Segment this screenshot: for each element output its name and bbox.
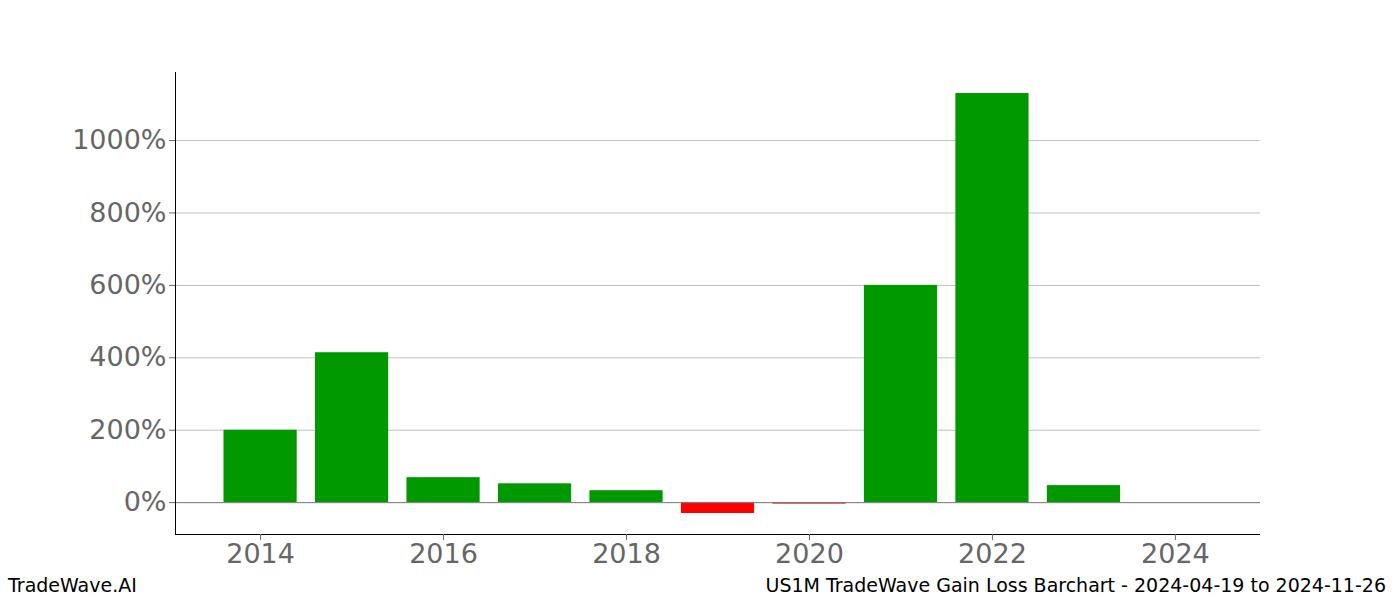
svg-text:2024: 2024 (1141, 538, 1210, 569)
html-text:US1M TradeWave Gain Loss Barch: US1M TradeWave Gain Loss Barchart - 2024… (765, 574, 1386, 596)
svg-text:600%: 600% (89, 269, 166, 300)
svg-text:2016: 2016 (409, 538, 478, 569)
svg-text:2020: 2020 (775, 538, 844, 569)
svg-text:1000%: 1000% (72, 124, 166, 155)
svg-text:2018: 2018 (592, 538, 661, 569)
svg-text:800%: 800% (89, 197, 166, 228)
html-text:TradeWave.AI: TradeWave.AI (8, 574, 137, 596)
svg-text:2022: 2022 (958, 538, 1027, 569)
svg-text:0%: 0% (124, 486, 167, 517)
svg-text:2014: 2014 (226, 538, 295, 569)
svg-text:200%: 200% (89, 414, 166, 445)
svg-text:400%: 400% (89, 341, 166, 372)
